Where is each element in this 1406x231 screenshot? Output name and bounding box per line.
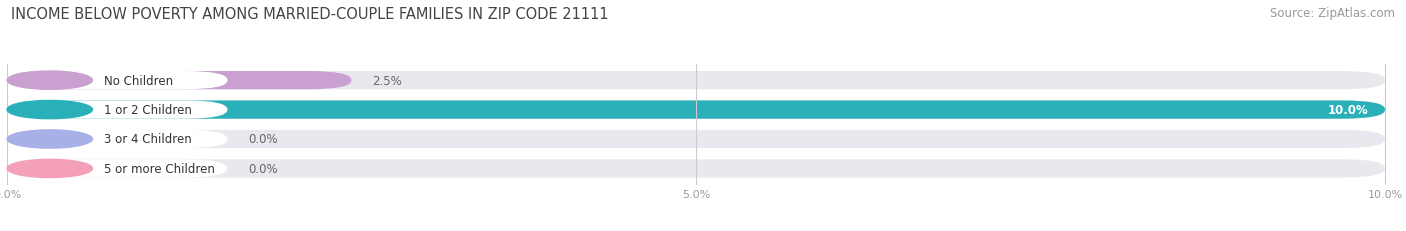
- FancyBboxPatch shape: [7, 130, 228, 149]
- Text: INCOME BELOW POVERTY AMONG MARRIED-COUPLE FAMILIES IN ZIP CODE 21111: INCOME BELOW POVERTY AMONG MARRIED-COUPL…: [11, 7, 609, 22]
- Text: 2.5%: 2.5%: [373, 74, 402, 87]
- FancyBboxPatch shape: [7, 160, 1385, 178]
- Text: 0.0%: 0.0%: [249, 133, 278, 146]
- Text: 10.0%: 10.0%: [1327, 104, 1368, 117]
- FancyBboxPatch shape: [7, 72, 228, 90]
- Text: 3 or 4 Children: 3 or 4 Children: [104, 133, 191, 146]
- Circle shape: [7, 72, 93, 90]
- Circle shape: [7, 101, 93, 119]
- Circle shape: [7, 160, 93, 178]
- Text: 1 or 2 Children: 1 or 2 Children: [104, 104, 191, 117]
- FancyBboxPatch shape: [7, 72, 351, 90]
- FancyBboxPatch shape: [7, 72, 1385, 90]
- FancyBboxPatch shape: [7, 160, 228, 178]
- Circle shape: [7, 130, 93, 149]
- Text: 0.0%: 0.0%: [249, 162, 278, 175]
- FancyBboxPatch shape: [7, 101, 1385, 119]
- Text: 5 or more Children: 5 or more Children: [104, 162, 214, 175]
- Text: No Children: No Children: [104, 74, 173, 87]
- FancyBboxPatch shape: [7, 101, 1385, 119]
- Text: Source: ZipAtlas.com: Source: ZipAtlas.com: [1270, 7, 1395, 20]
- FancyBboxPatch shape: [7, 101, 228, 119]
- FancyBboxPatch shape: [7, 130, 1385, 149]
